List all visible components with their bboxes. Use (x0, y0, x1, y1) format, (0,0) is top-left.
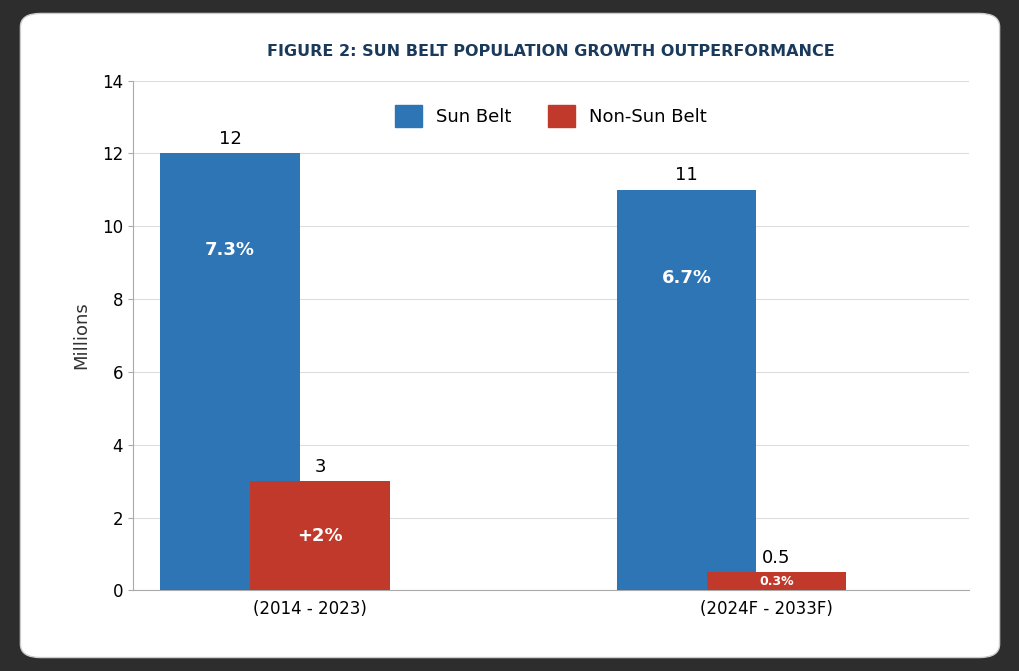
Text: 7.3%: 7.3% (205, 240, 255, 258)
Bar (706, 572, 845, 590)
Legend: Sun Belt, Non-Sun Belt: Sun Belt, Non-Sun Belt (394, 105, 706, 127)
Text: 3: 3 (314, 458, 326, 476)
Text: 0.3%: 0.3% (758, 575, 793, 588)
Bar (160, 154, 300, 590)
Text: +2%: +2% (298, 527, 342, 545)
Text: 6.7%: 6.7% (660, 269, 710, 287)
Title: FIGURE 2: SUN BELT POPULATION GROWTH OUTPERFORMANCE: FIGURE 2: SUN BELT POPULATION GROWTH OUT… (267, 44, 834, 58)
Bar (251, 481, 389, 590)
Text: 0.5: 0.5 (761, 549, 790, 567)
Text: 12: 12 (218, 130, 242, 148)
Bar (616, 190, 755, 590)
Text: 11: 11 (675, 166, 697, 185)
Y-axis label: Millions: Millions (72, 302, 91, 369)
